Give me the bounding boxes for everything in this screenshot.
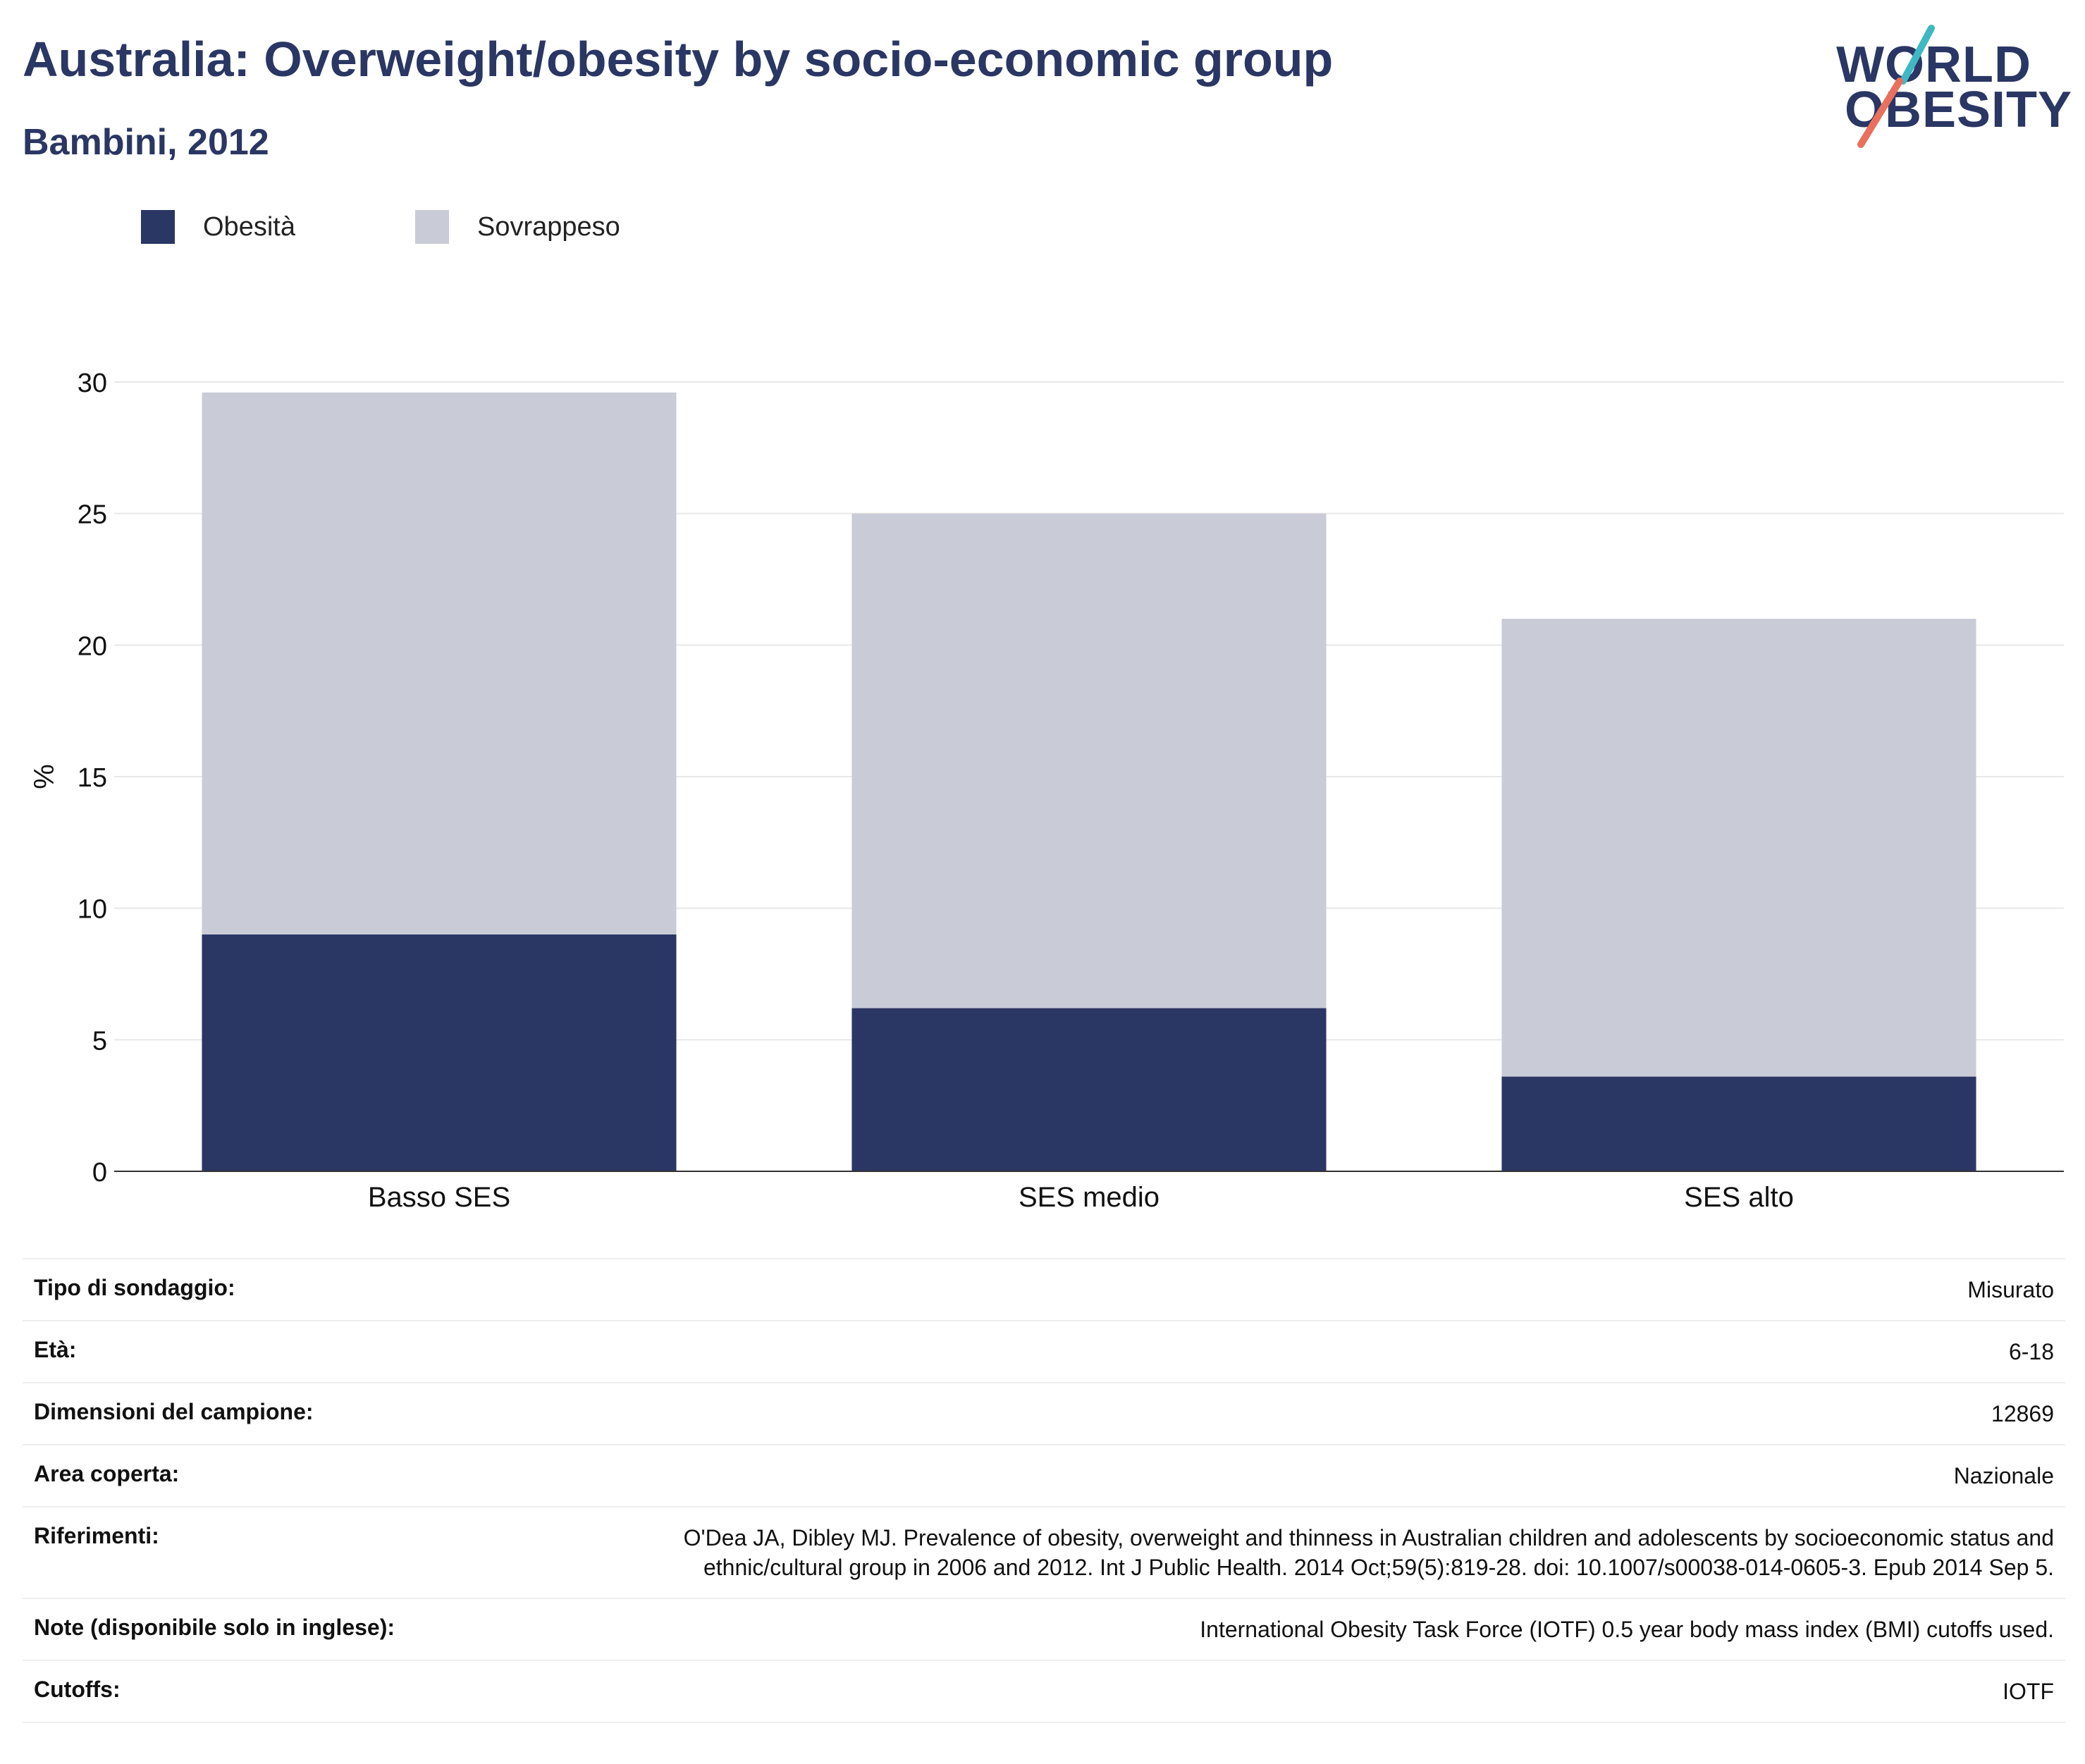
legend-label-obesity: Obesità (203, 211, 295, 242)
logo-slash-icon (1857, 25, 1935, 148)
chart-title: Australia: Overweight/obesity by socio-e… (23, 32, 1334, 87)
bar-overweight-2 (1501, 619, 1976, 1077)
info-row: Area coperta: Nazionale (23, 1444, 2065, 1507)
y-tick-label: 20 (78, 631, 107, 661)
info-value: International Obesity Task Force (IOTF) … (539, 1598, 2065, 1660)
info-key: Riferimenti: (23, 1506, 539, 1598)
info-key: Età: (23, 1320, 539, 1383)
info-row: Dimensioni del campione: 12869 (23, 1382, 2065, 1445)
info-value: Misurato (539, 1258, 2065, 1321)
info-row: Riferimenti: O'Dea JA, Dibley MJ. Prevale… (23, 1506, 2065, 1598)
y-tick-label: 0 (92, 1158, 107, 1188)
info-key: Cutoffs: (23, 1660, 539, 1723)
stacked-bar-chart: 0 5 10 15 20 25 30% Basso SES SES medio SES alto (29, 369, 2064, 1213)
y-tick-label: 30 (78, 369, 107, 398)
bar-obesity-1 (851, 1008, 1327, 1171)
x-tick-label: Basso SES (368, 1182, 510, 1213)
y-tick-label: 5 (92, 1026, 107, 1056)
y-tick-label: 25 (78, 500, 107, 530)
info-row: Cutoffs: IOTF (23, 1660, 2065, 1723)
world-obesity-logo: WORLD OBESITY (1833, 21, 2072, 148)
legend-swatch-obesity (141, 210, 175, 244)
legend-swatch-overweight (414, 210, 449, 244)
info-value: 12869 (539, 1382, 2065, 1445)
info-value: Nazionale (539, 1444, 2065, 1507)
info-value: O'Dea JA, Dibley MJ. Prevalence of obesi… (539, 1506, 2065, 1598)
info-value: 6-18 (539, 1320, 2065, 1383)
info-row: Età: 6-18 (23, 1320, 2065, 1383)
chart-subtitle: Bambini, 2012 (23, 122, 269, 163)
info-key: Note (disponibile solo in inglese): (23, 1598, 539, 1660)
y-tick-label: 10 (78, 895, 107, 925)
bar-obesity-0 (202, 935, 677, 1171)
y-tick-label: 15 (78, 763, 107, 793)
legend-label-overweight: Sovrappeso (476, 211, 620, 242)
legend-item-overweight[interactable]: Sovrappeso (414, 210, 620, 244)
info-value: IOTF (539, 1660, 2065, 1723)
legend-item-obesity[interactable]: Obesità (141, 210, 295, 244)
bar-overweight-1 (851, 513, 1327, 1009)
bar-obesity-2 (1501, 1076, 1976, 1171)
chart-legend: Obesità Sovrappeso (141, 210, 740, 244)
bar-overweight-0 (202, 392, 677, 935)
x-tick-label: SES medio (1019, 1182, 1160, 1213)
y-axis-label: % (29, 764, 60, 789)
info-row: Note (disponibile solo in inglese): Inter… (23, 1598, 2065, 1660)
info-row: Tipo di sondaggio: Misurato (23, 1258, 2065, 1321)
x-tick-label: SES alto (1684, 1182, 1794, 1213)
logo-text-world: WORLD (1836, 37, 2031, 93)
info-key: Area coperta: (23, 1444, 539, 1507)
info-key: Tipo di sondaggio: (23, 1258, 539, 1321)
survey-info-table: Tipo di sondaggio: Misurato Età: 6-18 Dimens… (23, 1258, 2065, 1723)
info-key: Dimensioni del campione: (23, 1382, 539, 1445)
